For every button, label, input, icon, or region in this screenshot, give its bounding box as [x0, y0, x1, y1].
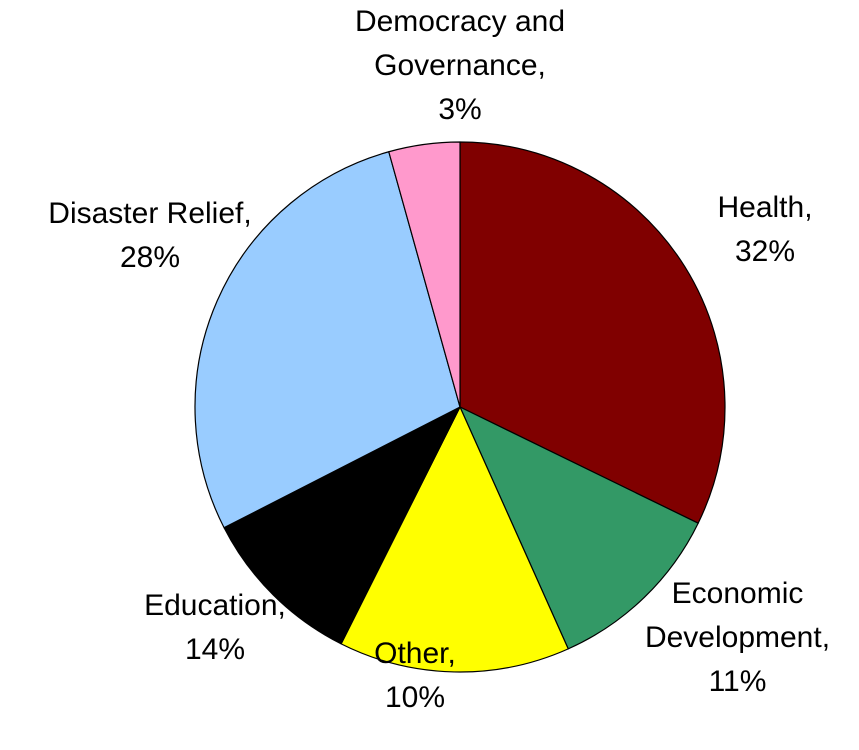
- label-other: Other, 10%: [345, 632, 485, 720]
- label-economic-line-3: 11%: [708, 665, 767, 698]
- label-economic-line-2: Development,: [644, 621, 831, 654]
- label-education-line-1: Education,: [144, 589, 286, 622]
- pie-slice-education: [223, 406, 461, 645]
- label-disaster-line-1: Disaster Relief,: [48, 197, 252, 230]
- label-other-line-2: 10%: [384, 681, 446, 714]
- label-education-line-2: 14%: [184, 633, 246, 666]
- label-economic-line-1: Economic: [671, 577, 804, 610]
- pie-slice-disaster-relief: [194, 151, 461, 529]
- label-health: Health, 32%: [690, 186, 840, 274]
- label-disaster-relief: Disaster Relief, 28%: [10, 192, 290, 280]
- label-health-line-2: 32%: [734, 235, 796, 268]
- label-other-line-1: Other,: [374, 637, 456, 670]
- label-democracy-and-governance: Democracy and Governance, 3%: [340, 0, 580, 132]
- label-democracy-line-2: Governance,: [374, 49, 546, 82]
- label-disaster-line-2: 28%: [119, 241, 181, 274]
- label-democracy-line-3: 3%: [438, 93, 482, 126]
- label-economic-development: Economic Development, 11%: [620, 572, 855, 704]
- label-democracy-line-1: Democracy and: [354, 5, 566, 38]
- pie-slice-economic-development: [459, 406, 699, 650]
- label-education: Education, 14%: [115, 584, 315, 672]
- label-health-line-1: Health,: [717, 191, 813, 224]
- pie-slice-democracy-and-governance: [388, 141, 461, 408]
- pie-slice-health: [459, 141, 726, 524]
- pie-slice-other: [340, 406, 569, 673]
